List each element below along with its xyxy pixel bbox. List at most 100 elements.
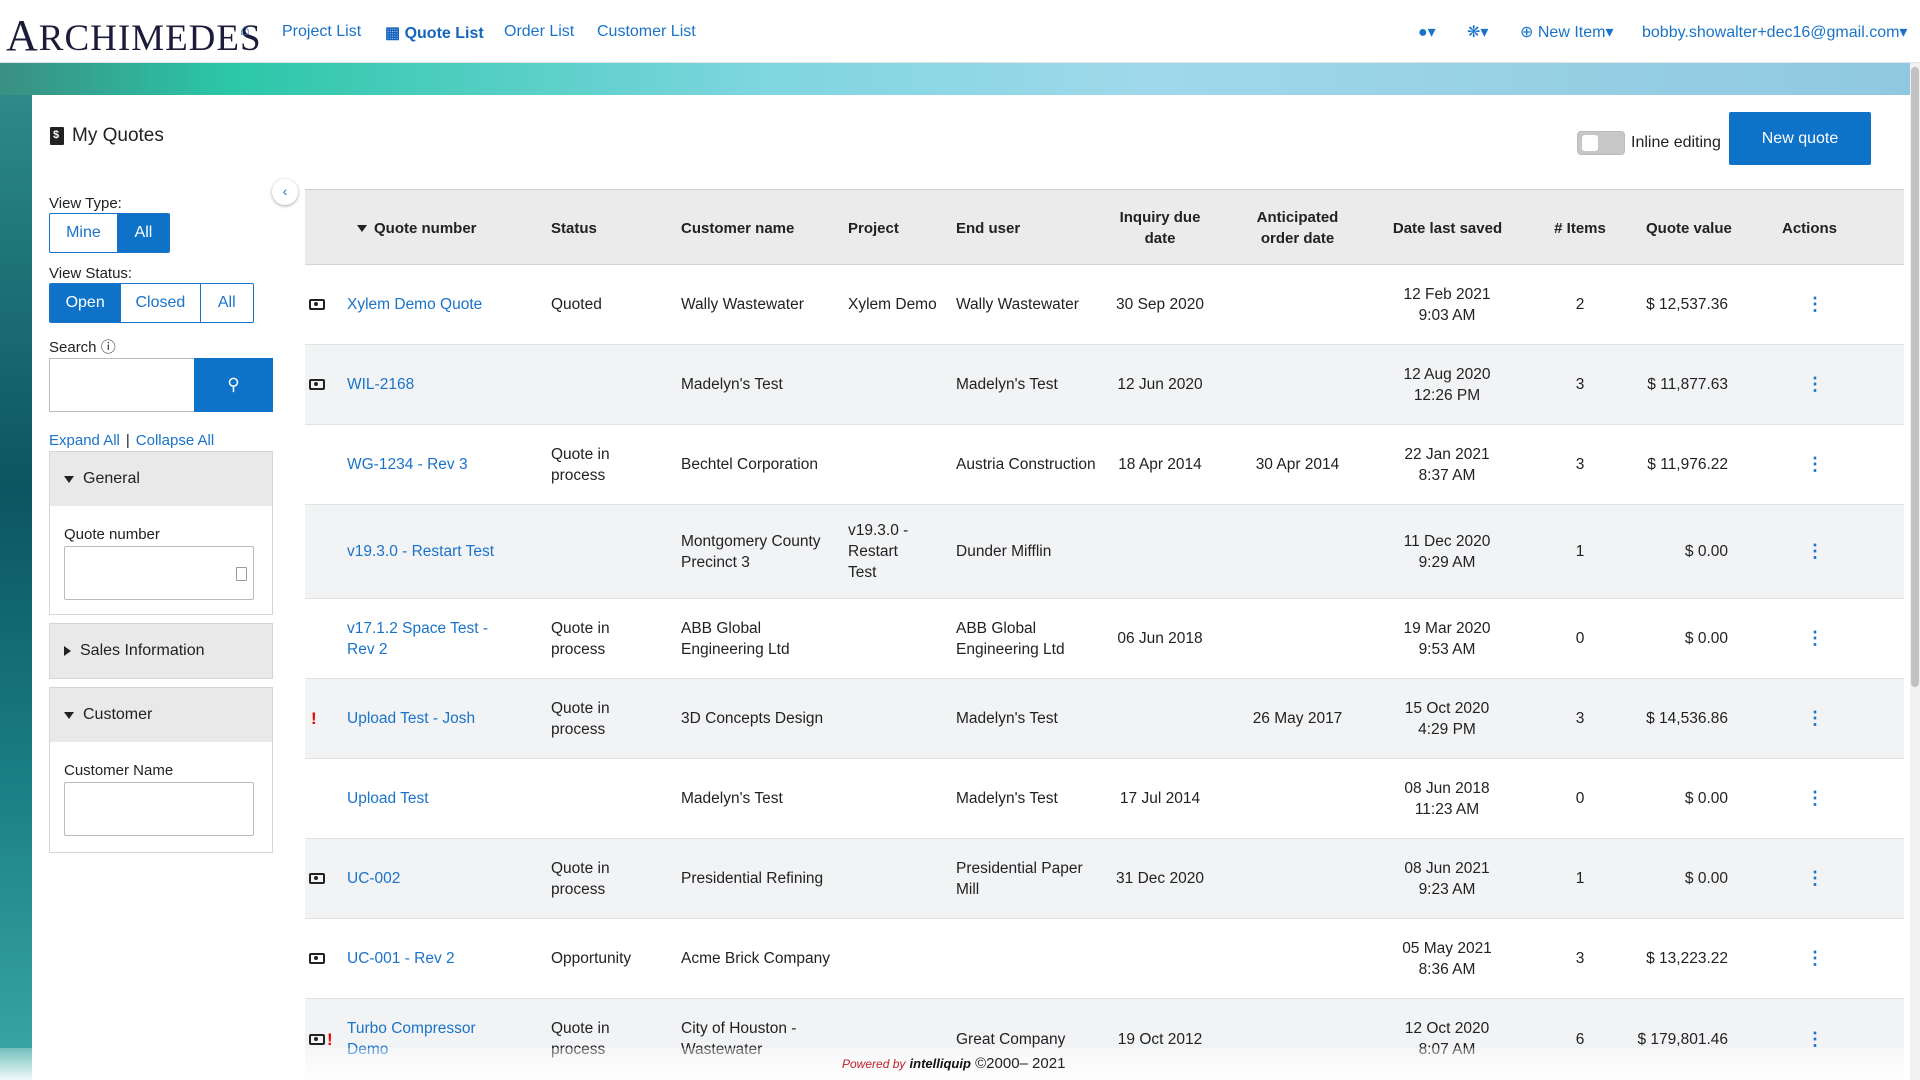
customer-cell: Bechtel Corporation (681, 456, 818, 473)
saved-cell: 22 Jan 2021 8:37 AM (1404, 445, 1490, 484)
general-section-header[interactable]: General (50, 452, 272, 506)
view-status-all[interactable]: All (217, 294, 236, 311)
intelliquip-logo[interactable]: intelliquip (909, 1056, 971, 1071)
quote-number-input[interactable] (64, 546, 254, 600)
inquiry-cell: 19 Oct 2012 (1117, 1030, 1203, 1048)
table-row[interactable]: v17.1.2 Space Test - Rev 2 Quote in proc… (305, 599, 1904, 679)
view-type-mine[interactable]: Mine (50, 214, 118, 252)
globe-icon[interactable]: ●▾ (1418, 24, 1436, 41)
items-cell: 2 (1575, 296, 1585, 313)
col-inquiry-due-date[interactable]: Inquiry due date (1119, 209, 1201, 247)
nav-quote-list[interactable]: ▦ Quote List (385, 25, 484, 42)
value-cell: $ 14,536.86 (1646, 710, 1728, 727)
nav-order-list[interactable]: Order List (504, 23, 575, 40)
col-date-last-saved[interactable]: Date last saved (1392, 219, 1503, 237)
col-end-user[interactable]: End user (956, 219, 1021, 237)
col-quote-number[interactable]: Quote number (357, 190, 477, 266)
project-cell: v19.3.0 - Restart Test (848, 522, 909, 581)
status-cell: Quote in process (551, 699, 610, 738)
col-items[interactable]: # Items (1554, 219, 1606, 237)
search-button[interactable]: ⚲ (194, 358, 273, 412)
quote-link[interactable]: Xylem Demo Quote (347, 296, 483, 313)
table-row[interactable]: v19.3.0 - Restart Test Montgomery County… (305, 505, 1904, 599)
caret-down-icon: ▾ (1899, 24, 1908, 41)
value-cell: $ 0.00 (1684, 870, 1728, 887)
project-cell (848, 345, 938, 424)
collapse-all-link[interactable]: Collapse All (135, 432, 215, 449)
view-type-all[interactable]: All (117, 214, 169, 252)
customer-cell: Wally Wastewater (681, 296, 804, 313)
table-row[interactable]: Upload Test Madelyn's Test Madelyn's Tes… (305, 759, 1904, 839)
nav-customer-list[interactable]: Customer List (597, 23, 696, 40)
sales-information-header[interactable]: Sales Information (50, 624, 272, 678)
kebab-icon[interactable]: ⋮ (1806, 708, 1824, 728)
saved-cell: 08 Jun 2018 11:23 AM (1404, 779, 1490, 818)
inquiry-cell: 30 Sep 2020 (1116, 296, 1204, 313)
view-status-closed[interactable]: Closed (121, 284, 201, 322)
money-icon (309, 265, 325, 344)
customer-cell: Montgomery County Precinct 3 (681, 532, 821, 571)
money-icon (309, 345, 325, 424)
kebab-icon[interactable]: ⋮ (1806, 868, 1824, 888)
col-project[interactable]: Project (848, 219, 899, 237)
expand-all-link[interactable]: Expand All (49, 432, 120, 449)
archimedes-logo[interactable]: ARCHIMEDES (6, 11, 262, 60)
project-cell (848, 839, 938, 918)
inquiry-cell: 12 Jun 2020 (1117, 376, 1203, 393)
kebab-icon[interactable]: ⋮ (1806, 374, 1824, 394)
kebab-icon[interactable]: ⋮ (1806, 788, 1824, 808)
filter-sidebar: View Type: Mine All View Status: Open Cl… (49, 193, 273, 853)
toggle-switch[interactable] (1577, 131, 1625, 155)
inquiry-cell (1105, 919, 1215, 998)
col-customer-name[interactable]: Customer name (681, 219, 795, 237)
value-cell: $ 11,976.22 (1647, 456, 1728, 473)
kebab-icon[interactable]: ⋮ (1806, 454, 1824, 474)
new-item-menu[interactable]: ⊕ New Item▾ (1520, 24, 1614, 41)
quote-link[interactable]: UC-001 - Rev 2 (347, 950, 455, 967)
quote-link[interactable]: v19.3.0 - Restart Test (347, 543, 495, 560)
kebab-icon[interactable]: ⋮ (1806, 294, 1824, 314)
inline-editing-toggle[interactable]: Inline editing (1577, 131, 1721, 155)
quote-link[interactable]: Upload Test (347, 790, 429, 807)
quote-doc-icon: ▦ (385, 25, 401, 42)
quote-link[interactable]: Upload Test - Josh (347, 710, 476, 727)
col-actions: Actions (1782, 219, 1838, 237)
page-scrollbar[interactable] (1910, 63, 1920, 1080)
quote-link[interactable]: WIL-2168 (347, 376, 415, 393)
home-icon[interactable]: ⌂ (240, 22, 250, 39)
table-row[interactable]: ! Upload Test - Josh Quote in process 3D… (305, 679, 1904, 759)
customer-cell: Madelyn's Test (681, 376, 783, 393)
quote-link[interactable]: UC-002 (347, 870, 401, 887)
col-status[interactable]: Status (551, 219, 597, 237)
new-quote-button[interactable]: New quote (1729, 112, 1871, 165)
table-row[interactable]: Xylem Demo Quote Quoted Wally Wastewater… (305, 265, 1904, 345)
caret-right-icon (64, 646, 71, 656)
kebab-icon[interactable]: ⋮ (1806, 628, 1824, 648)
table-row[interactable]: UC-002 Quote in process Presidential Ref… (305, 839, 1904, 919)
table-row[interactable]: UC-001 - Rev 2 Opportunity Acme Brick Co… (305, 919, 1904, 999)
col-anticipated-order-date[interactable]: Anticipated order date (1256, 209, 1339, 247)
nav-project-list[interactable]: Project List (282, 23, 362, 40)
kebab-icon[interactable]: ⋮ (1806, 541, 1824, 561)
customer-section-header[interactable]: Customer (50, 688, 272, 742)
scrollbar-thumb[interactable] (1911, 67, 1919, 687)
items-cell: 0 (1575, 790, 1585, 807)
kebab-icon[interactable]: ⋮ (1806, 948, 1824, 968)
anticipated-cell (1240, 599, 1355, 678)
bug-icon[interactable]: ❋▾ (1467, 24, 1489, 41)
inquiry-cell (1105, 505, 1215, 598)
info-icon[interactable]: ⓘ (100, 339, 116, 356)
search-input[interactable] (49, 358, 194, 412)
kebab-icon[interactable]: ⋮ (1806, 1028, 1824, 1049)
quote-link[interactable]: WG-1234 - Rev 3 (347, 456, 468, 473)
view-status-open[interactable]: Open (50, 284, 122, 322)
customer-name-input[interactable] (64, 782, 254, 836)
status-cell: Opportunity (551, 950, 632, 967)
col-quote-value[interactable]: Quote value (1646, 219, 1732, 237)
table-row[interactable]: WIL-2168 Madelyn's Test Madelyn's Test 1… (305, 345, 1904, 425)
collapse-sidebar-button[interactable]: ‹ (272, 179, 298, 205)
table-row[interactable]: WG-1234 - Rev 3 Quote in process Bechtel… (305, 425, 1904, 505)
user-menu[interactable]: bobby.showalter+dec16@gmail.com▾ (1642, 24, 1908, 41)
quote-link[interactable]: v17.1.2 Space Test - Rev 2 (347, 619, 489, 658)
end-user-cell: Madelyn's Test (956, 710, 1058, 727)
